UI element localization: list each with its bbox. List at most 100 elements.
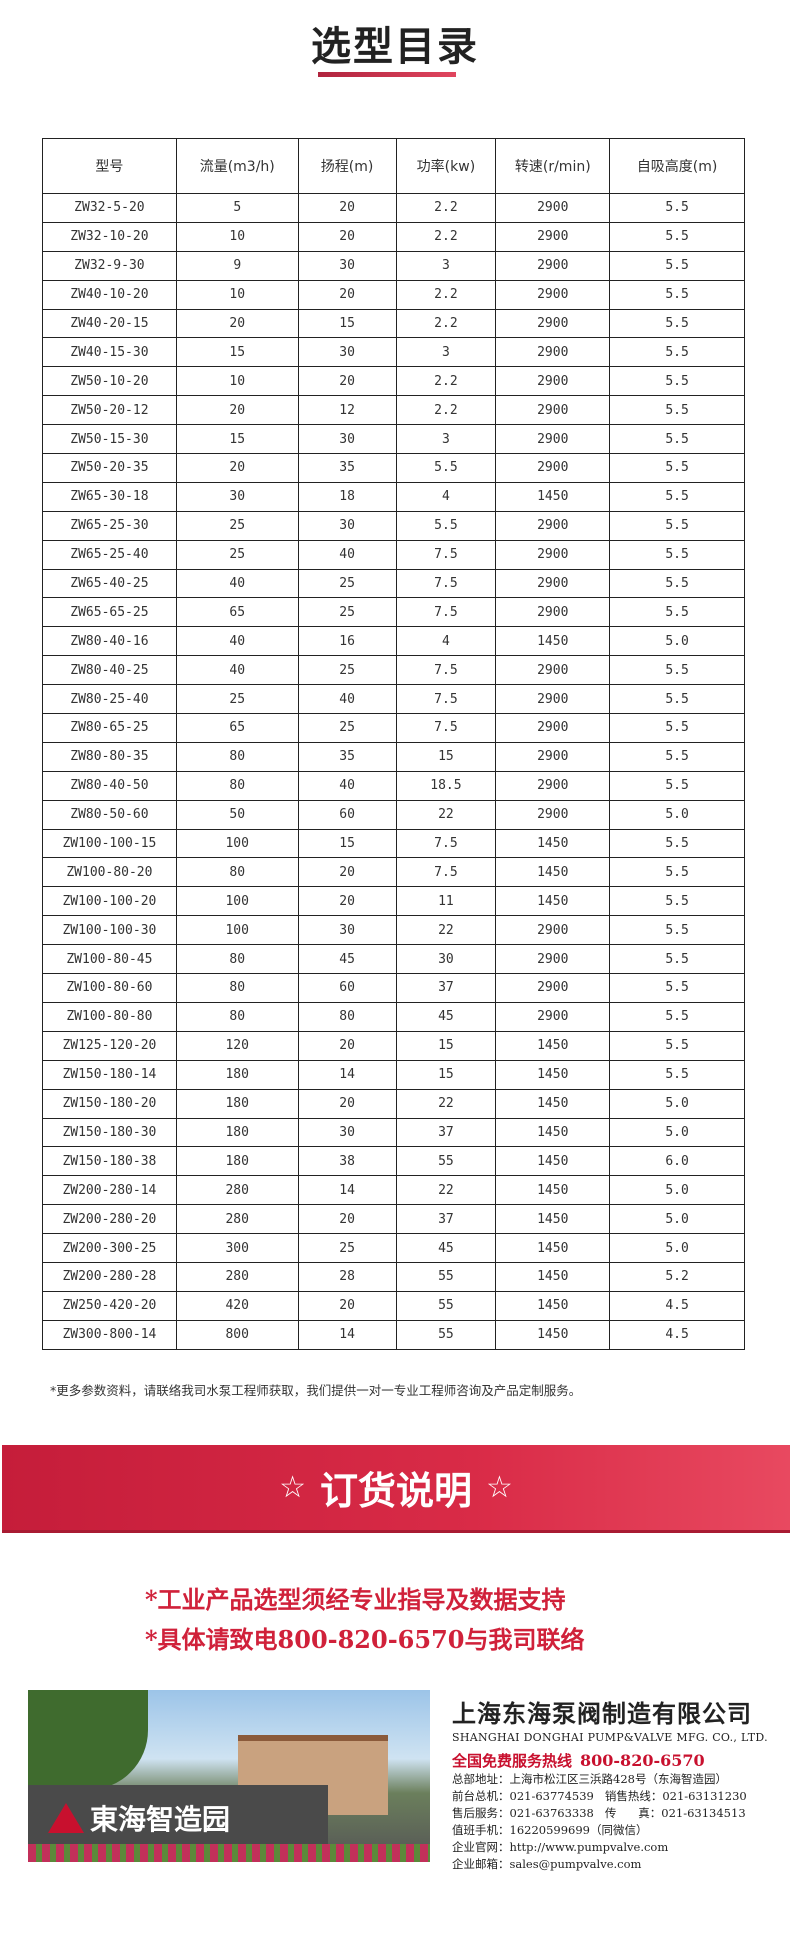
table-cell: 120	[175, 1030, 299, 1061]
table-cell: 55	[395, 1290, 497, 1321]
table-row: ZW50-20-35 20 35 5.5 2900 5.5	[42, 453, 745, 483]
table-cell: 2900	[495, 395, 611, 426]
table-cell: 1450	[495, 886, 611, 917]
table-cell: 25	[297, 1233, 397, 1263]
page-title: 选型目录	[311, 24, 479, 70]
table-cell: 5.5	[609, 973, 745, 1003]
table-row: ZW40-15-30 15 30 3 2900 5.5	[42, 337, 745, 368]
table-cell: 15	[297, 308, 397, 339]
table-cell: 5.5	[609, 221, 745, 252]
table-row: ZW40-20-15 20 15 2.2 2900 5.5	[42, 308, 745, 339]
table-cell: ZW200-300-25	[42, 1233, 177, 1263]
table-cell: ZW100-100-20	[42, 886, 177, 917]
table-cell: 5.0	[609, 1233, 745, 1263]
table-row: ZW150-180-30 180 30 37 1450 5.0	[42, 1117, 745, 1148]
table-cell: 2900	[495, 1001, 611, 1032]
company-photo: 東海智造园	[28, 1690, 430, 1862]
table-cell: 6.0	[609, 1146, 745, 1177]
table-cell: 40	[175, 626, 299, 657]
table-cell: 80	[175, 770, 299, 801]
table-cell: 2900	[495, 539, 611, 570]
table-cell: 7.5	[395, 655, 497, 686]
table-cell: ZW40-15-30	[42, 337, 177, 368]
table-cell: 2.2	[395, 193, 497, 223]
table-cell: 5.2	[609, 1261, 745, 1292]
table-cell: 5.5	[609, 741, 745, 772]
company-info: 上海东海泵阀制造有限公司 SHANGHAI DONGHAI PUMP&VALVE…	[452, 1694, 772, 1873]
table-cell: 5.5	[609, 539, 745, 570]
table-cell: 5.5	[609, 366, 745, 397]
table-cell: 7.5	[395, 539, 497, 570]
table-cell: 14	[297, 1059, 397, 1090]
table-row: ZW50-20-12 20 12 2.2 2900 5.5	[42, 395, 745, 426]
table-cell: 25	[175, 510, 299, 541]
table-row: ZW65-30-18 30 18 4 1450 5.5	[42, 481, 745, 512]
table-cell: 80	[175, 857, 299, 888]
table-cell: 55	[395, 1319, 497, 1350]
email-link[interactable]: 企业邮箱：sales@pumpvalve.com	[452, 1857, 642, 1871]
table-cell: 5.0	[609, 626, 745, 657]
table-cell: 30	[297, 424, 397, 455]
table-cell: 4.5	[609, 1319, 745, 1350]
table-cell: 18.5	[395, 770, 497, 801]
website-link[interactable]: 企业官网：http://www.pumpvalve.com	[452, 1840, 669, 1854]
hotline-number[interactable]: 800-820-6570	[580, 1751, 705, 1770]
banner-title: 订货说明	[319, 1469, 472, 1513]
table-row: ZW150-180-20 180 20 22 1450 5.0	[42, 1088, 745, 1119]
table-row: ZW200-300-25 300 25 45 1450 5.0	[42, 1233, 745, 1263]
table-row: ZW50-15-30 15 30 3 2900 5.5	[42, 424, 745, 455]
table-cell: 5.5	[609, 1059, 745, 1090]
table-cell: 60	[297, 799, 397, 830]
table-cell: 2.2	[395, 366, 497, 397]
table-cell: ZW250-420-20	[42, 1290, 177, 1321]
table-cell: 40	[297, 770, 397, 801]
table-cell: 37	[395, 973, 497, 1003]
table-cell: 14	[297, 1319, 397, 1350]
table-header-row: 型号 流量(m3/h) 扬程(m) 功率(kw) 转速(r/min) 自吸高度(m)	[42, 138, 745, 194]
table-cell: 15	[395, 741, 497, 772]
logo-icon	[48, 1803, 84, 1833]
table-row: ZW80-25-40 25 40 7.5 2900 5.5	[42, 684, 745, 715]
table-cell: ZW80-50-60	[42, 799, 177, 830]
table-cell: ZW150-180-20	[42, 1088, 177, 1119]
table-cell: 5.0	[609, 1117, 745, 1148]
table-cell: 65	[175, 713, 299, 743]
column-header: 功率(kw)	[395, 138, 497, 194]
table-cell: 2900	[495, 770, 611, 801]
table-cell: 5.5	[609, 915, 745, 946]
mobile: 值班手机：16220599699（同微信）	[452, 1823, 648, 1837]
table-cell: 2900	[495, 337, 611, 368]
order-line-1: *工业产品选型须经专业指导及数据支持	[145, 1585, 566, 1614]
table-cell: 5.5	[609, 1001, 745, 1032]
column-header: 转速(r/min)	[495, 138, 611, 194]
table-cell: 20	[297, 366, 397, 397]
table-cell: 180	[175, 1117, 299, 1148]
table-cell: ZW100-80-80	[42, 1001, 177, 1032]
table-cell: 2900	[495, 221, 611, 252]
table-cell: ZW80-65-25	[42, 713, 177, 743]
table-cell: 45	[297, 944, 397, 975]
table-cell: 3	[395, 337, 497, 368]
table-cell: 2900	[495, 250, 611, 281]
table-cell: 2900	[495, 279, 611, 310]
table-cell: 5.0	[609, 1088, 745, 1119]
table-cell: 2900	[495, 424, 611, 455]
table-row: ZW65-25-40 25 40 7.5 2900 5.5	[42, 539, 745, 570]
table-cell: 20	[175, 453, 299, 483]
table-cell: 5.5	[395, 510, 497, 541]
table-cell: 55	[395, 1261, 497, 1292]
company-name-cn: 上海东海泵阀制造有限公司	[452, 1700, 752, 1728]
table-cell: 2900	[495, 453, 611, 483]
table-cell: ZW65-25-40	[42, 539, 177, 570]
table-cell: 2900	[495, 568, 611, 599]
table-row: ZW100-80-60 80 60 37 2900 5.5	[42, 973, 745, 1003]
address: 总部地址：上海市松江区三浜路428号（东海智造园）	[452, 1772, 727, 1786]
table-cell: 1450	[495, 481, 611, 512]
table-cell: 5.5	[609, 193, 745, 223]
table-cell: 80	[175, 944, 299, 975]
table-row: ZW100-100-15 100 15 7.5 1450 5.5	[42, 828, 745, 859]
table-cell: 5.5	[609, 395, 745, 426]
table-cell: ZW50-20-35	[42, 453, 177, 483]
table-cell: ZW80-40-50	[42, 770, 177, 801]
table-cell: 20	[297, 1088, 397, 1119]
